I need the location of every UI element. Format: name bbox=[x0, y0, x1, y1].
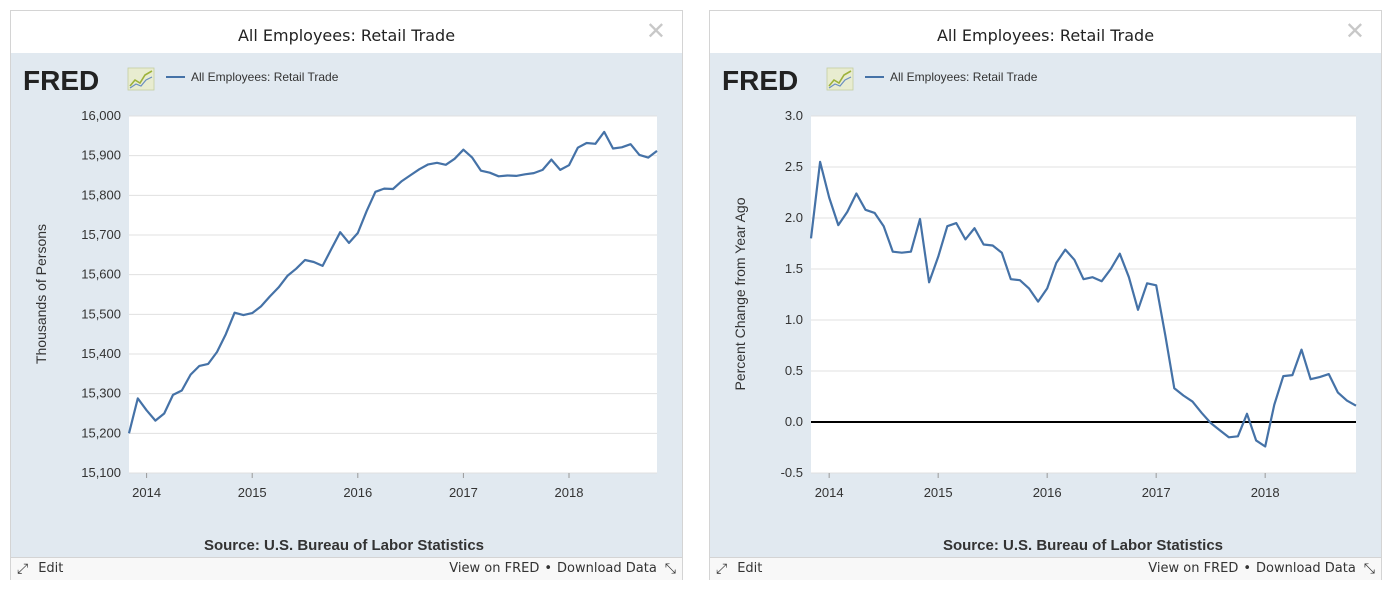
source-note: Source: U.S. Bureau of Labor Statistics bbox=[204, 537, 484, 554]
panel-footer: ⤢ Edit View on FRED • Download Data ⤡ bbox=[11, 557, 682, 580]
edit-button[interactable]: ⤢ Edit bbox=[17, 561, 63, 576]
close-icon[interactable]: ✕ bbox=[645, 17, 666, 45]
x-tick-label: 2014 bbox=[815, 485, 844, 500]
fred-logo: FRED bbox=[722, 65, 854, 96]
gridlines bbox=[811, 115, 1356, 474]
view-on-fred-link[interactable]: View on FRED bbox=[449, 561, 540, 576]
source-note: Source: U.S. Bureau of Labor Statistics bbox=[943, 537, 1223, 554]
x-tick-label: 2017 bbox=[1142, 485, 1171, 500]
x-tick-label: 2015 bbox=[238, 485, 267, 500]
series-layer bbox=[127, 130, 658, 434]
gridlines bbox=[129, 115, 657, 474]
separator-bullet: • bbox=[544, 561, 552, 576]
x-tick-label: 2018 bbox=[555, 485, 584, 500]
panel-title: All Employees: Retail Trade bbox=[936, 26, 1155, 45]
legend: All Employees: Retail Trade bbox=[865, 70, 1038, 84]
footer-links: View on FRED • Download Data ⤡ bbox=[449, 561, 676, 576]
footer-links: View on FRED • Download Data ⤡ bbox=[1148, 561, 1375, 576]
legend-label: All Employees: Retail Trade bbox=[890, 70, 1038, 84]
line-chart: FRED All Employees: Retail Trade 15,1001… bbox=[23, 65, 658, 554]
y-tick-label: 15,600 bbox=[81, 267, 121, 282]
y-tick-label: 2.0 bbox=[785, 210, 803, 225]
download-data-link[interactable]: Download Data bbox=[557, 561, 657, 576]
y-tick-label: 2.5 bbox=[785, 159, 803, 174]
chart-area: FRED All Employees: Retail Trade -0.5 0.0… bbox=[710, 53, 1381, 557]
y-tick-label: 15,100 bbox=[81, 465, 121, 480]
resize-icon[interactable]: ⤡ bbox=[1363, 560, 1375, 577]
axes: -0.5 0.0 0.5 1.0 1.5 2.0 2.5 3.0 2014 2015 2016 201… bbox=[781, 108, 1280, 500]
y-tick-label: 0.0 bbox=[785, 414, 803, 429]
x-tick-label: 2017 bbox=[449, 485, 478, 500]
edit-label: Edit bbox=[38, 561, 64, 576]
chart-area: FRED All Employees: Retail Trade 15,100 1… bbox=[11, 53, 682, 557]
legend: All Employees: Retail Trade bbox=[166, 70, 339, 84]
y-axis-label: Thousands of Persons bbox=[33, 224, 49, 364]
y-axis-label: Percent Change from Year Ago bbox=[732, 197, 748, 390]
fred-logo-text: FRED bbox=[23, 65, 99, 96]
y-tick-label: 1.5 bbox=[785, 261, 803, 276]
chart-panel-employees: All Employees: Retail Trade ✕ FRED All E… bbox=[10, 10, 683, 580]
plot-background bbox=[129, 116, 657, 473]
y-tick-label: 16,000 bbox=[81, 108, 121, 123]
y-tick-label: 15,800 bbox=[81, 187, 121, 202]
x-tick-label: 2015 bbox=[924, 485, 953, 500]
x-tick-label: 2018 bbox=[1251, 485, 1280, 500]
y-tick-label: 3.0 bbox=[785, 108, 803, 123]
y-tick-label: 15,700 bbox=[81, 227, 121, 242]
chart-panel-percent-change: All Employees: Retail Trade ✕ FRED All E… bbox=[709, 10, 1382, 580]
fred-logo: FRED bbox=[23, 65, 155, 96]
edit-icon: ⤢ bbox=[17, 560, 29, 577]
line-chart: FRED All Employees: Retail Trade -0.5 0.0… bbox=[722, 65, 1357, 554]
fred-logo-text: FRED bbox=[722, 65, 798, 96]
x-tick-label: 2014 bbox=[132, 485, 161, 500]
series-layer bbox=[809, 160, 1357, 448]
panel-footer: ⤢ Edit View on FRED • Download Data ⤡ bbox=[710, 557, 1381, 580]
y-tick-label: 1.0 bbox=[785, 312, 803, 327]
y-tick-label: 15,900 bbox=[81, 148, 121, 163]
y-tick-label: 15,300 bbox=[81, 386, 121, 401]
x-tick-label: 2016 bbox=[1033, 485, 1062, 500]
view-on-fred-link[interactable]: View on FRED bbox=[1148, 561, 1239, 576]
y-tick-label: 15,400 bbox=[81, 346, 121, 361]
plot-background bbox=[811, 116, 1356, 473]
y-tick-label: -0.5 bbox=[781, 465, 803, 480]
separator-bullet: • bbox=[1243, 561, 1251, 576]
series-line bbox=[127, 130, 658, 434]
edit-button[interactable]: ⤢ Edit bbox=[716, 561, 762, 576]
resize-icon[interactable]: ⤡ bbox=[664, 560, 676, 577]
y-tick-label: 0.5 bbox=[785, 363, 803, 378]
edit-icon: ⤢ bbox=[716, 560, 728, 577]
x-tick-label: 2016 bbox=[343, 485, 372, 500]
panel-title: All Employees: Retail Trade bbox=[237, 26, 456, 45]
series-line bbox=[809, 160, 1357, 448]
y-tick-label: 15,200 bbox=[81, 425, 121, 440]
y-tick-label: 15,500 bbox=[81, 306, 121, 321]
axes: 15,100 15,200 15,300 15,400 15,500 15,600 15,7… bbox=[81, 108, 583, 500]
download-data-link[interactable]: Download Data bbox=[1256, 561, 1356, 576]
edit-label: Edit bbox=[737, 561, 763, 576]
legend-label: All Employees: Retail Trade bbox=[191, 70, 339, 84]
close-icon[interactable]: ✕ bbox=[1344, 17, 1365, 45]
